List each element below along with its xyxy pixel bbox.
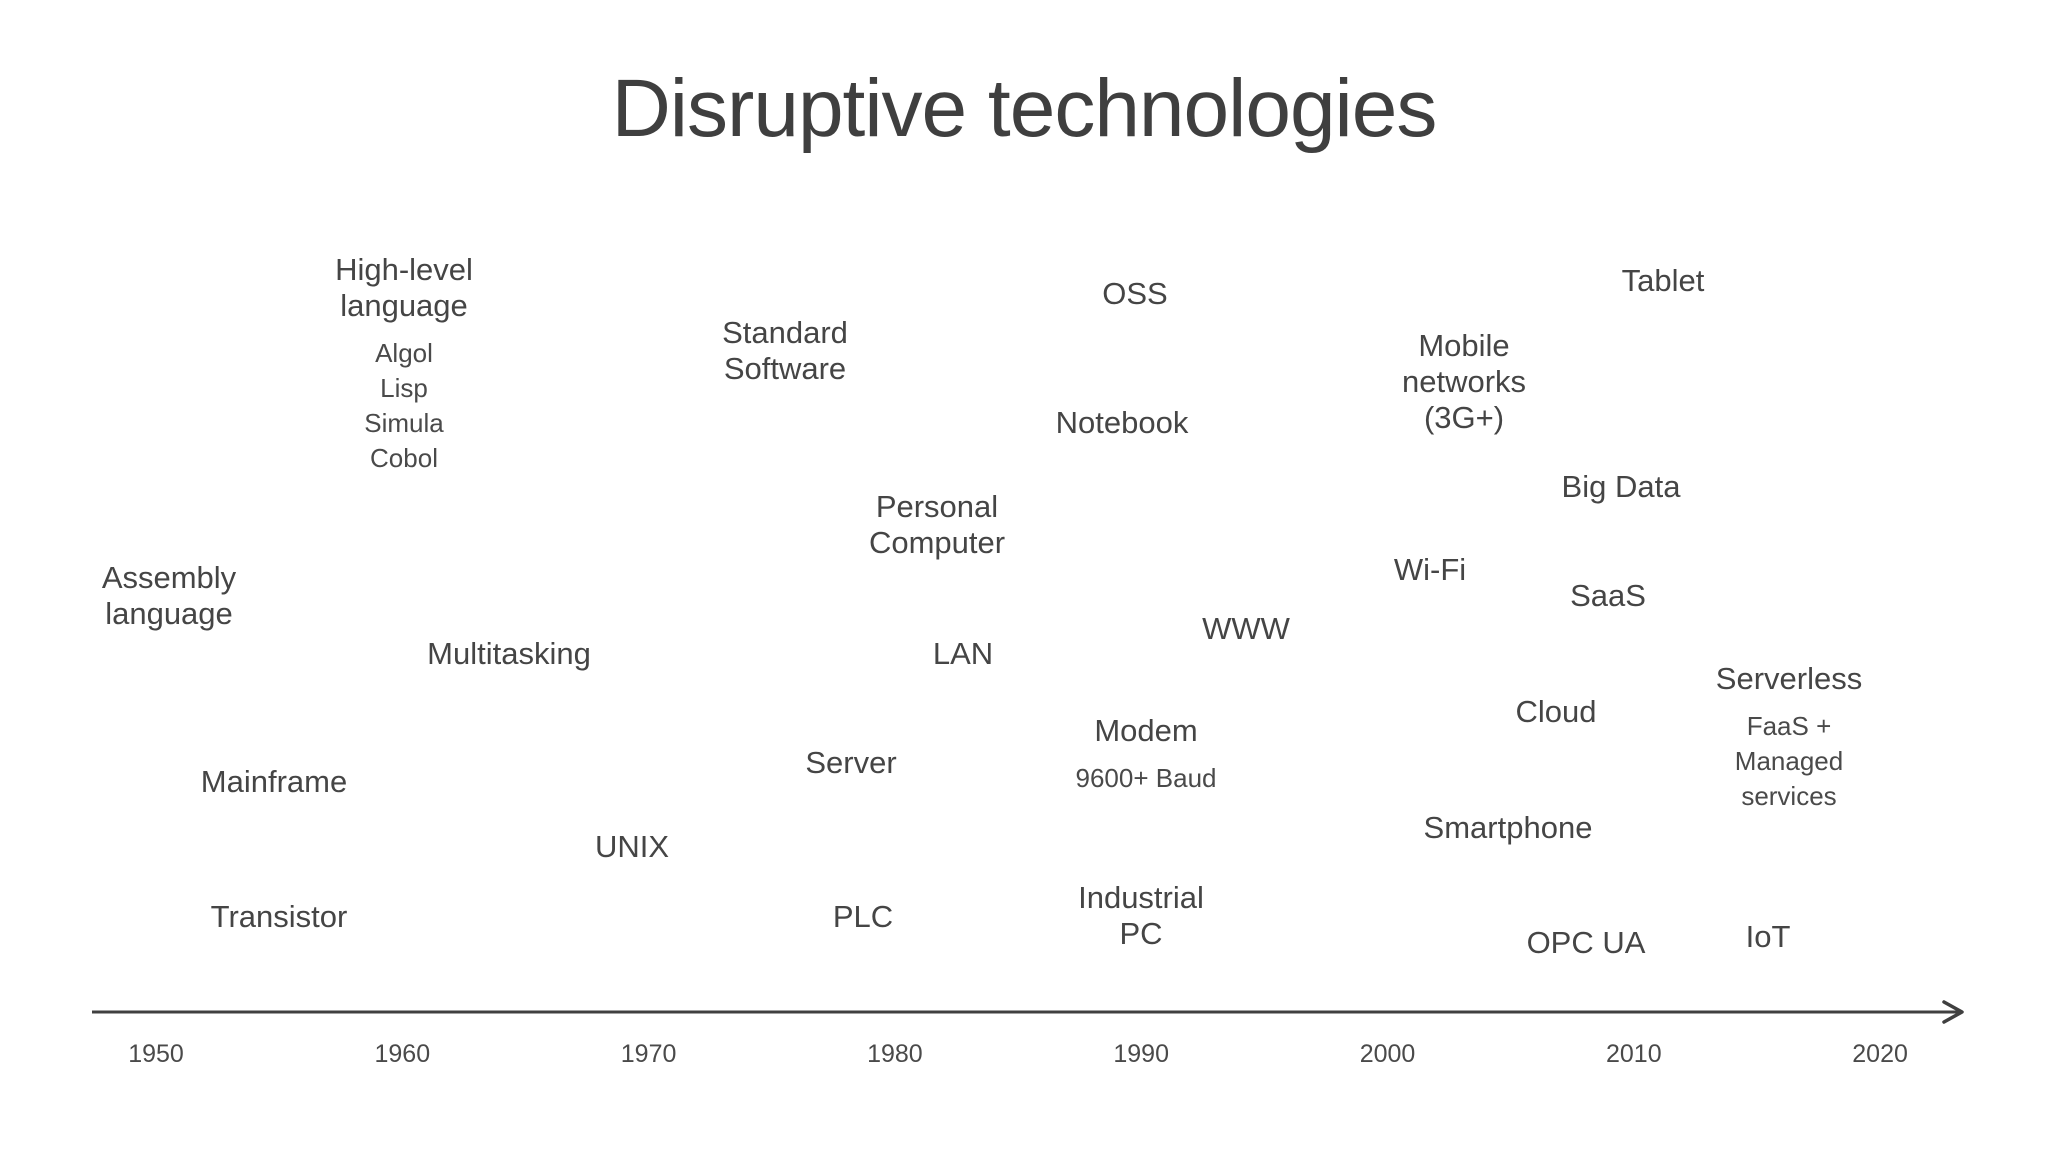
tech-label-line: Big Data — [1561, 469, 1681, 504]
tech-label-line: Modem — [1094, 713, 1198, 748]
tech-lan: LAN — [933, 636, 993, 672]
tech-transistor: Transistor — [211, 899, 348, 935]
year-label: 1990 — [1113, 1040, 1169, 1068]
year-label: 2000 — [1359, 1040, 1416, 1068]
tech-label-line: Smartphone — [1423, 810, 1593, 845]
tech-standard-software: Standard Software — [722, 315, 848, 387]
tech-mobile-networks: Mobile networks (3G+) — [1402, 328, 1526, 436]
tech-www: WWW — [1202, 611, 1290, 647]
tech-mainframe: Mainframe — [201, 764, 347, 800]
tech-label-line: Mobile — [1418, 328, 1510, 363]
tech-example-line: Managed — [1734, 746, 1844, 776]
tech-label-line: Cloud — [1515, 694, 1597, 729]
tech-label-line: UNIX — [594, 829, 670, 864]
tech-label-line: language — [340, 288, 468, 323]
tech-smartphone: Smartphone — [1424, 810, 1593, 846]
year-label: 1970 — [620, 1040, 677, 1068]
tech-label-line: Tablet — [1621, 263, 1705, 298]
tech-example-line: Simula — [364, 408, 444, 438]
tech-industrial-pc: Industrial PC — [1078, 880, 1204, 952]
tech-label-line: Computer — [868, 525, 1006, 560]
tech-label-line: Notebook — [1055, 405, 1189, 440]
tech-label-line: Serverless — [1715, 661, 1863, 696]
tech-label-line: SaaS — [1570, 578, 1646, 613]
tech-example-line: Algol — [375, 338, 433, 368]
tech-multitasking: Multitasking — [427, 636, 591, 672]
year-label: 2020 — [1852, 1040, 1908, 1068]
tech-label-line: WWW — [1202, 611, 1290, 646]
tech-label-line: Personal — [875, 489, 999, 524]
tech-label-line: Mainframe — [200, 764, 348, 799]
tech-iot: IoT — [1746, 919, 1791, 955]
tech-label-line: PC — [1119, 916, 1163, 951]
tech-label-line: Transistor — [210, 899, 348, 934]
year-label: 1980 — [867, 1040, 923, 1068]
tech-label-line: Assembly — [101, 560, 237, 595]
tech-label-line: LAN — [932, 636, 994, 671]
tech-label-line: Standard — [722, 315, 848, 350]
tech-notebook: Notebook — [1056, 405, 1189, 441]
tech-wi-fi: Wi-Fi — [1394, 552, 1466, 588]
tech-label-line: Industrial — [1078, 880, 1204, 915]
tech-label-line: High-level — [335, 252, 473, 287]
tech-modem: Modem 9600+ Baud — [1076, 713, 1217, 796]
year-label: 1960 — [374, 1040, 431, 1068]
tech-personal-computer: Personal Computer — [869, 489, 1005, 561]
tech-label-line: Server — [805, 745, 897, 780]
arrow-right-icon — [1942, 1000, 1964, 1024]
tech-unix: UNIX — [595, 829, 669, 865]
tech-label-line: IoT — [1745, 919, 1791, 954]
tech-example-line: FaaS + — [1746, 711, 1832, 741]
tech-plc: PLC — [833, 899, 893, 935]
tech-server: Server — [805, 745, 896, 781]
tech-examples: Algol Lisp Simula Cobol — [335, 336, 473, 476]
tech-example-line: Lisp — [380, 373, 428, 403]
tech-serverless: Serverless FaaS + Managed services — [1716, 661, 1862, 814]
tech-example-line: 9600+ Baud — [1075, 763, 1217, 793]
tech-saas: SaaS — [1570, 578, 1646, 614]
tech-label-line: networks — [1401, 364, 1527, 399]
tech-tablet: Tablet — [1622, 263, 1705, 299]
page-title: Disruptive technologies — [611, 63, 1438, 154]
tech-examples: 9600+ Baud — [1076, 761, 1217, 796]
tech-label-line: OSS — [1102, 276, 1168, 311]
tech-example-line: Cobol — [370, 443, 438, 473]
tech-example-line: services — [1741, 781, 1837, 811]
tech-label-line: OPC UA — [1526, 925, 1646, 960]
tech-assembly-language: Assembly language — [102, 560, 236, 632]
tech-label-line: Software — [723, 351, 847, 386]
tech-cloud: Cloud — [1516, 694, 1597, 730]
year-label: 1950 — [128, 1040, 184, 1068]
tech-opc-ua: OPC UA — [1527, 925, 1646, 961]
tech-label-line: Wi-Fi — [1393, 552, 1467, 587]
tech-examples: FaaS + Managed services — [1716, 709, 1862, 814]
tech-oss: OSS — [1102, 276, 1167, 312]
tech-label-line: (3G+) — [1423, 400, 1505, 435]
tech-label-line: Multitasking — [427, 636, 591, 671]
tech-high-level-language: High-level language Algol Lisp Simula Cobol — [335, 252, 473, 476]
tech-big-data: Big Data — [1562, 469, 1681, 505]
year-label: 2010 — [1605, 1040, 1662, 1068]
tech-label-line: language — [105, 596, 233, 631]
tech-label-line: PLC — [832, 899, 894, 934]
